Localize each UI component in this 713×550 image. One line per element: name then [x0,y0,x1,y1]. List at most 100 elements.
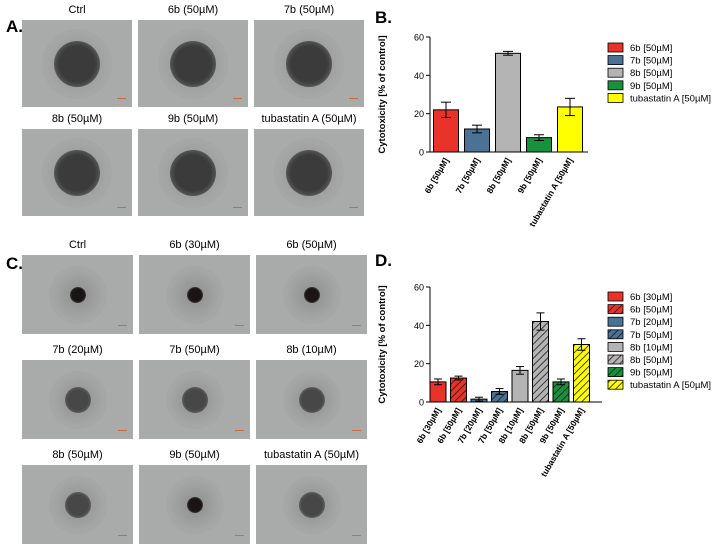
x-tick-label: 8b [50µM] [484,156,512,195]
bar [557,106,583,153]
micrograph-label: 6b (50µM) [286,239,337,251]
x-tick-label: 9b [50µM] [515,156,543,195]
y-tick-label: 20 [414,359,424,369]
y-tick-label: 60 [414,283,424,293]
legend-swatch [607,304,624,315]
spheroid [170,40,216,87]
micrograph-image [254,129,364,216]
panel-b-letter: B. [375,8,392,27]
micrograph-image [139,465,250,544]
legend-swatch [607,329,624,340]
micrograph-label: 8b (50µM) [52,449,103,461]
micrograph-label: 7b (50µM) [169,344,220,356]
bar [552,381,570,403]
scale-bar [233,98,242,99]
x-tick-label: 6b [50µM] [435,406,463,445]
bar [511,369,529,403]
legend-swatch [607,93,624,103]
panel-c-letter: C. [6,254,23,273]
micrograph-label: 8b (50µM) [51,113,103,125]
legend-label: 8b [50µM] [630,68,672,79]
scale-bar [352,535,361,536]
micrograph-image [138,20,248,107]
legend-swatch [607,367,624,378]
spheroid [298,491,325,518]
bar [532,321,549,403]
x-tick-label: 8b [50µM] [517,406,545,445]
bar [470,398,488,403]
y-tick-label: 60 [414,33,424,43]
scale-bar [117,207,126,208]
micrograph-label: 6b (50µM) [167,4,219,16]
spheroid [54,149,100,196]
micrograph-image [254,20,364,107]
scale-bar [349,98,358,99]
spheroid [286,149,332,196]
panel-d-letter: D. [375,251,392,270]
x-tick-label: 7b [50µM] [476,406,504,445]
scale-bar [349,207,358,208]
scale-bar [352,325,361,326]
legend-label: 6b [50µM] [630,43,672,54]
micrograph-image [22,129,132,216]
scale-bar [235,535,244,536]
legend-swatch [607,80,624,91]
micrograph-label: Ctrl [68,239,87,251]
scale-bar [233,207,242,208]
legend-swatch [607,316,624,327]
micrograph-label: 9b (50µM) [167,113,219,125]
scale-bar [118,325,127,326]
spheroid [298,386,325,413]
legend-swatch [607,42,624,53]
spheroid [186,496,203,513]
micrograph-label: 7b (20µM) [52,344,103,356]
legend-swatch [607,354,624,365]
legend-swatch [607,341,624,352]
legend-label: 7b [50µM] [630,330,672,341]
micrograph-image [22,255,133,334]
bar [495,52,521,153]
bar [526,137,552,153]
micrograph-label: tubastatin A (50µM) [261,113,357,125]
legend-swatch [607,67,624,78]
legend-label: tubastatin A [50µM] [630,93,711,104]
legend-swatch [607,55,624,65]
micrograph-image [22,360,133,439]
x-tick-label: 9b [50µM] [537,406,565,445]
x-tick-label: 7b [50µM] [453,156,481,195]
legend-label: 6b [50µM] [630,305,672,316]
micrograph-image [138,129,248,216]
y-axis-label: Cytotoxicity [% of control] [377,285,388,403]
x-tick-label: 8b [10µM] [496,406,524,445]
micrograph-label: Ctrl [68,4,86,16]
y-tick-label: 40 [414,71,424,81]
micrograph-image [139,255,250,334]
bar [573,344,590,403]
x-tick-label: 6b [30µM] [414,406,442,445]
micrograph-label: 8b (10µM) [286,344,337,356]
x-tick-label: 7b [20µM] [455,406,483,445]
spheroid [64,386,91,413]
bar [429,381,447,403]
micrograph-image [256,465,367,544]
legend-label: tubastatin A [50µM] [630,380,711,391]
y-tick-label: 20 [414,109,424,119]
legend-label: 7b [20µM] [630,317,672,328]
x-tick-label: tubastatin A [50µM] [527,156,575,229]
bar [464,128,490,153]
spheroid [181,386,208,413]
spheroid [64,491,91,518]
bar [433,109,459,153]
y-axis-label: Cytotoxicity [% of control] [377,35,388,153]
micrograph-image [22,465,133,544]
legend-swatch [607,379,624,390]
panel-a-letter: A. [6,17,23,36]
x-tick-label: tubastatin A [50µM] [539,406,587,479]
scale-bar [352,430,361,431]
scale-bar [117,98,126,99]
micrograph-label: 9b (50µM) [169,449,220,461]
spheroid [303,286,320,303]
y-tick-label: 0 [419,398,424,408]
y-tick-label: 40 [414,321,424,331]
spheroid [69,286,86,303]
